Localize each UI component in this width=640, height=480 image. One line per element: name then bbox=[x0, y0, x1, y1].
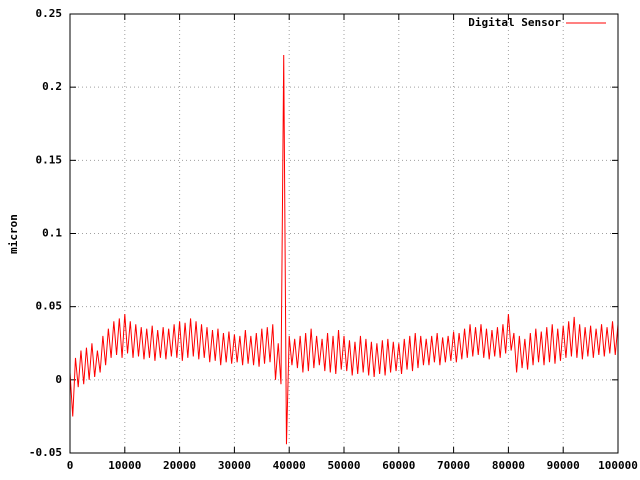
x-tick-label: 10000 bbox=[108, 459, 141, 472]
x-tick-label: 50000 bbox=[327, 459, 360, 472]
x-tick-label: 30000 bbox=[218, 459, 251, 472]
x-tick-label: 20000 bbox=[163, 459, 196, 472]
y-tick-label: 0.2 bbox=[42, 80, 62, 93]
x-tick-label: 60000 bbox=[382, 459, 415, 472]
x-tick-label: 90000 bbox=[547, 459, 580, 472]
x-tick-label: 80000 bbox=[492, 459, 525, 472]
y-tick-label: 0.25 bbox=[36, 7, 63, 20]
x-tick-label: 40000 bbox=[273, 459, 306, 472]
plot-border bbox=[69, 13, 619, 454]
x-tick-label: 0 bbox=[67, 459, 74, 472]
data-line bbox=[69, 54, 619, 445]
x-tick-label: 100000 bbox=[598, 459, 638, 472]
x-tick-label: 70000 bbox=[437, 459, 470, 472]
y-axis-label: micron bbox=[7, 214, 20, 254]
y-tick-label: -0.05 bbox=[29, 446, 62, 459]
legend-label: Digital Sensor bbox=[468, 16, 561, 29]
y-tick-label: 0 bbox=[55, 373, 62, 386]
y-tick-label: 0.1 bbox=[42, 227, 62, 240]
y-tick-label: 0.05 bbox=[36, 300, 63, 313]
y-tick-label: 0.15 bbox=[36, 153, 63, 166]
